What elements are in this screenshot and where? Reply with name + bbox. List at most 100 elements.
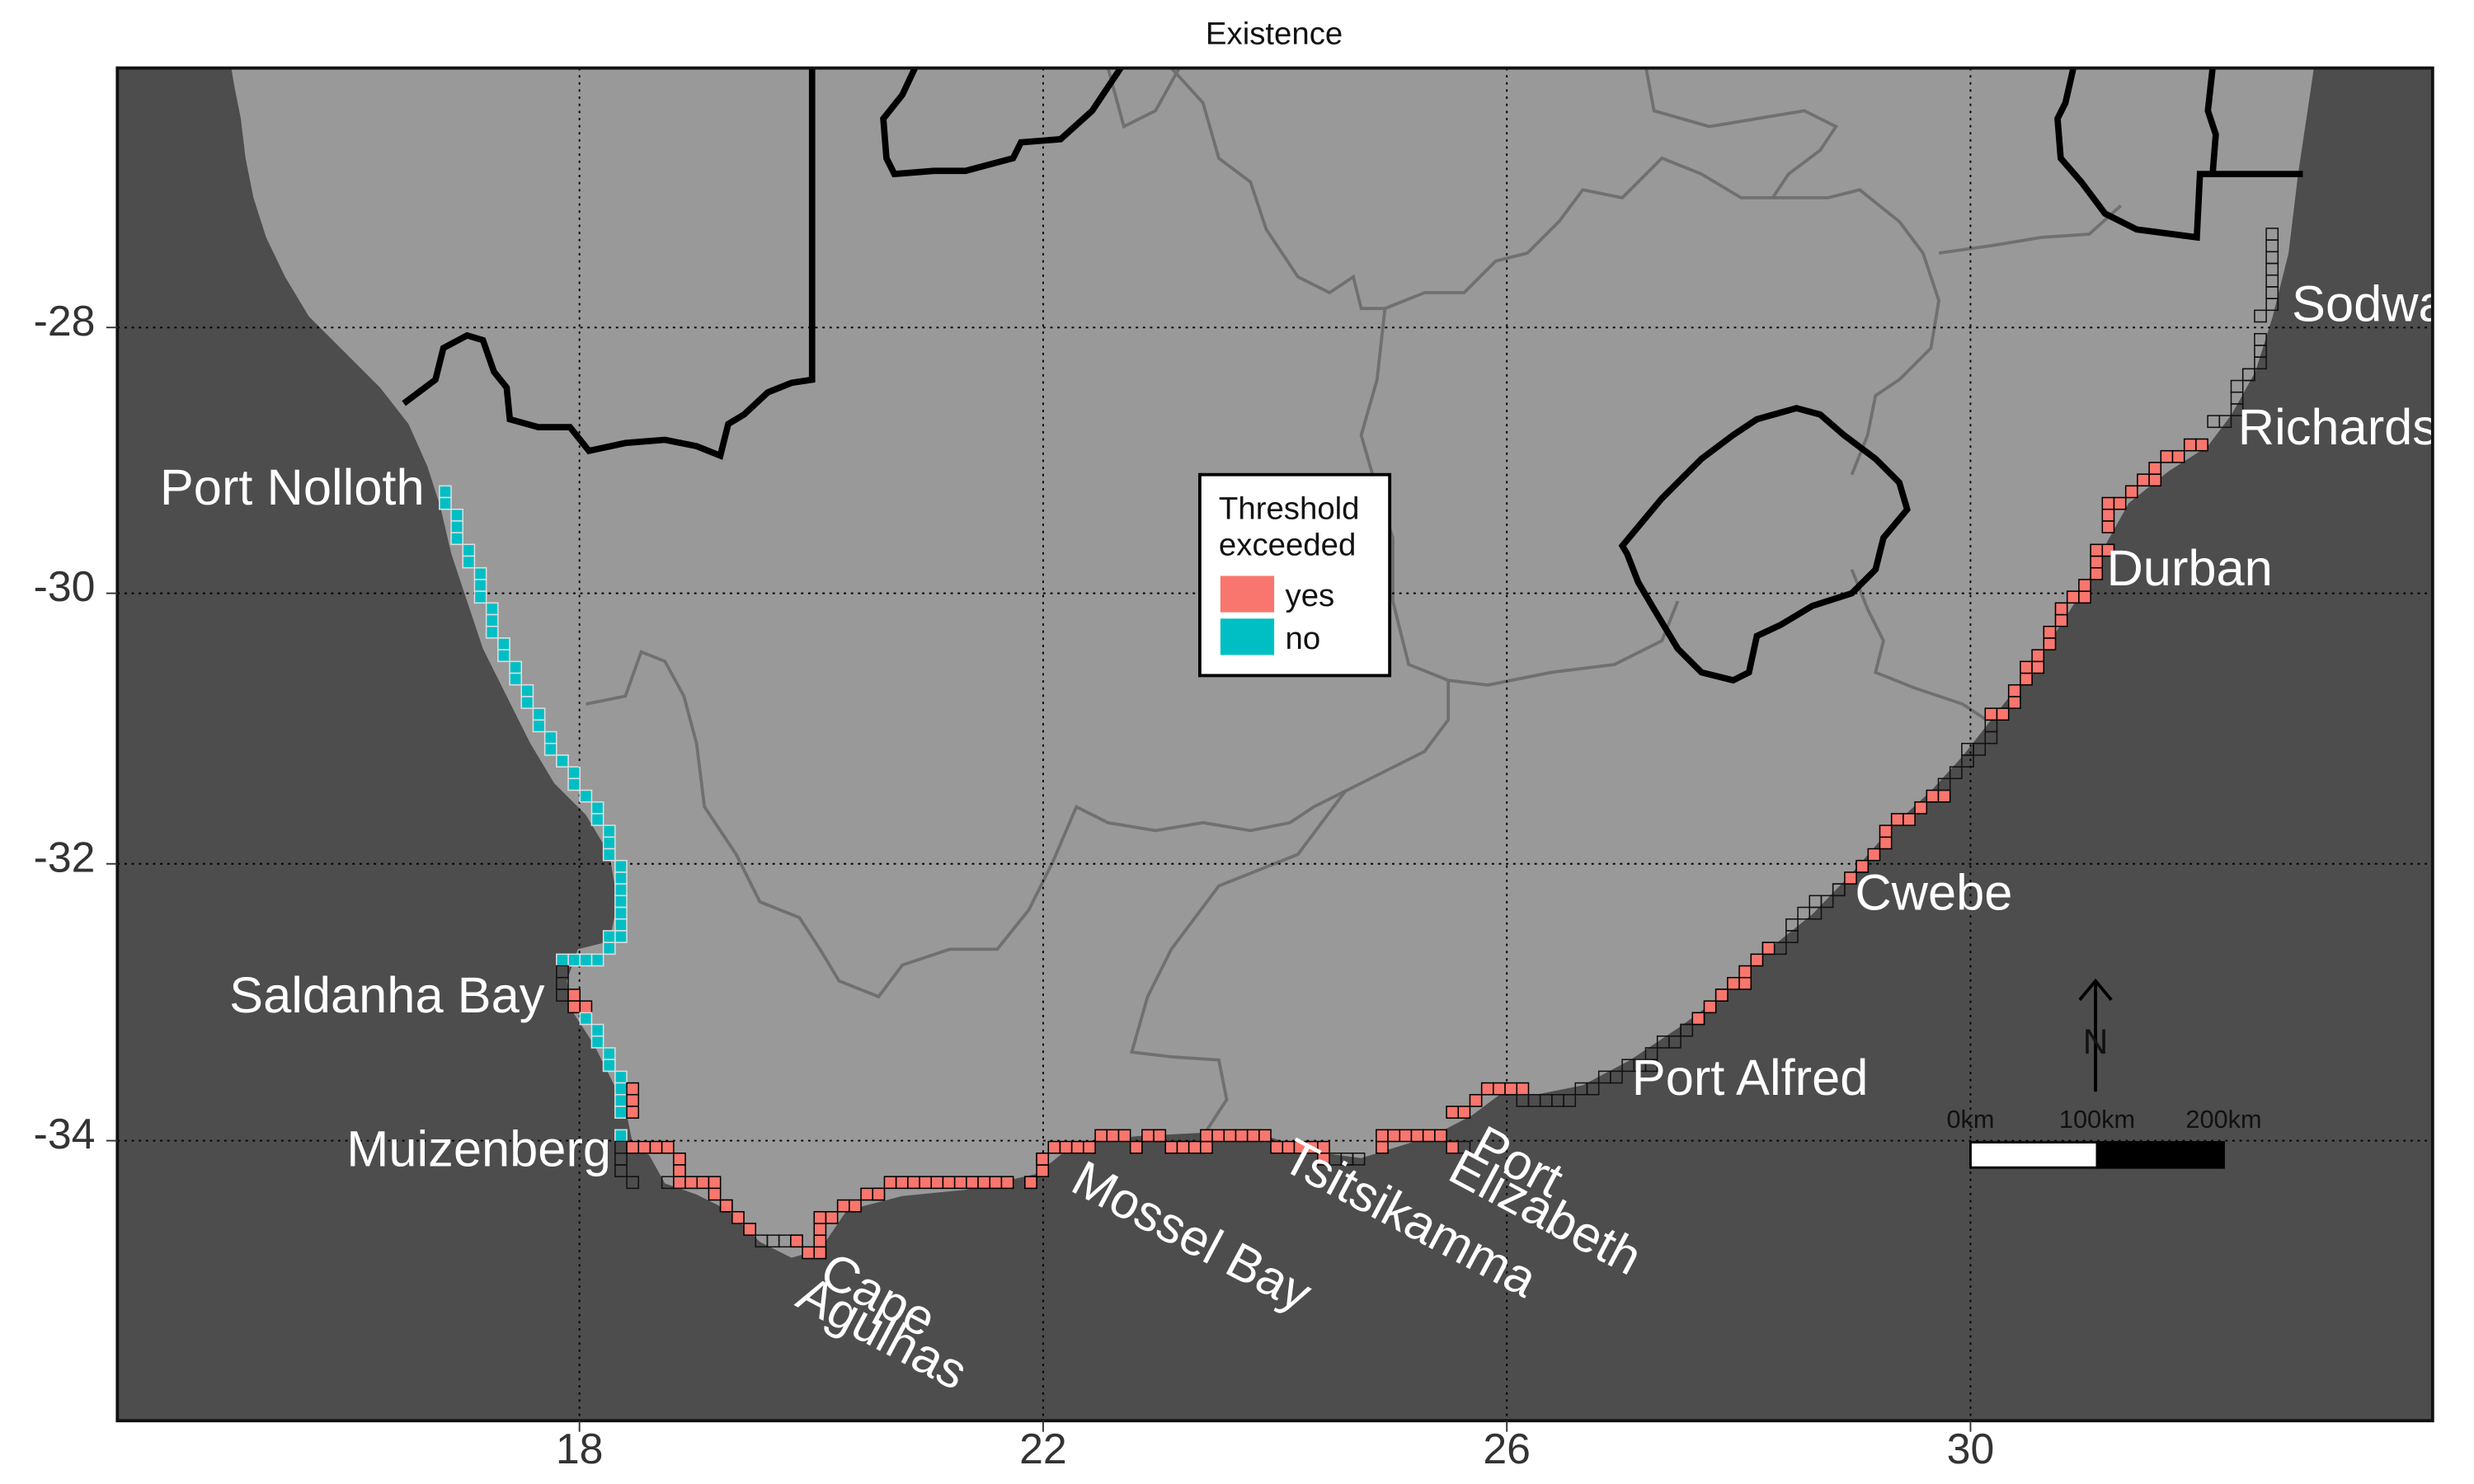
label-port-alfred: Port Alfred xyxy=(1632,1050,1869,1106)
grid-cell xyxy=(2254,309,2267,323)
grid-cell xyxy=(1153,1129,1167,1143)
grid-cell xyxy=(1024,1176,1037,1190)
grid-cell xyxy=(579,1000,593,1014)
grid-cell xyxy=(1188,1140,1202,1154)
grid-cell xyxy=(1563,1093,1577,1107)
grid-cell xyxy=(1211,1129,1225,1143)
map-title: Existence xyxy=(1206,16,1343,52)
label-durban: Durban xyxy=(2106,540,2272,597)
grid-cell xyxy=(1504,1082,1518,1096)
grid-cell xyxy=(2090,543,2104,557)
grid-cell xyxy=(1493,1082,1506,1096)
grid-cell xyxy=(1610,1070,1623,1084)
x-axis xyxy=(578,1421,1972,1432)
grid-cell xyxy=(1376,1129,1389,1143)
grid-cell xyxy=(579,1012,593,1026)
grid-cell xyxy=(2007,696,2021,709)
grid-cell xyxy=(1914,801,1928,815)
grid-cell xyxy=(1036,1152,1050,1166)
grid-cell xyxy=(1480,1082,1494,1096)
grid-cell xyxy=(684,1176,698,1190)
grid-cell xyxy=(556,754,569,768)
grid-cell xyxy=(1832,883,1846,897)
label-port-nolloth: Port Nolloth xyxy=(160,459,425,516)
north-arrow: N xyxy=(2078,978,2113,1092)
grid-cell xyxy=(439,496,452,510)
grid-cell xyxy=(473,579,487,592)
grid-cell xyxy=(872,1187,886,1201)
grid-cell xyxy=(1200,1129,1213,1143)
grid-cell xyxy=(673,1176,686,1190)
grid-cell xyxy=(1727,976,1740,990)
grid-cell xyxy=(1773,942,1787,956)
grid-cell xyxy=(1399,1129,1413,1143)
grid-cell xyxy=(883,1176,897,1190)
grid-cell xyxy=(614,895,628,909)
grid-cell xyxy=(2054,602,2068,616)
grid-cell xyxy=(1714,989,1729,1002)
grid-cell xyxy=(1844,871,1857,885)
grid-cell xyxy=(731,1210,745,1224)
grid-cell xyxy=(1516,1082,1530,1096)
grid-cell xyxy=(719,1199,733,1213)
grid-cell xyxy=(473,566,487,580)
grid-cell xyxy=(708,1176,722,1190)
grid-cell xyxy=(1586,1082,1600,1096)
grid-cell xyxy=(614,1106,628,1119)
grid-cell xyxy=(590,813,604,826)
grid-cell xyxy=(497,649,510,663)
grid-cell xyxy=(966,1176,979,1190)
scale-label-0km: 0km xyxy=(1946,1105,1994,1134)
grid-cell xyxy=(626,1082,640,1096)
grid-cell xyxy=(813,1210,827,1224)
grid-cell xyxy=(673,1152,686,1166)
grid-cell xyxy=(825,1210,839,1224)
grid-cell xyxy=(450,520,464,533)
grid-cell xyxy=(2007,683,2021,697)
legend-label-no: no xyxy=(1286,621,1321,656)
north-arrow-label: N xyxy=(2083,1022,2108,1061)
grid-cell xyxy=(532,707,546,721)
x-tick-label: 26 xyxy=(1483,1425,1531,1472)
grid-cell xyxy=(1176,1140,1190,1154)
grid-cell xyxy=(462,555,476,569)
grid-cell xyxy=(1457,1140,1471,1154)
grid-cell xyxy=(907,1176,920,1190)
grid-cell xyxy=(626,1106,640,1119)
grid-cell xyxy=(661,1140,675,1154)
label-richards-bay: Richards Bay xyxy=(2238,399,2474,456)
grid-cell xyxy=(626,1093,640,1107)
grid-cell xyxy=(1446,1106,1460,1119)
grid-cell xyxy=(614,1164,628,1177)
grid-cell xyxy=(2101,496,2115,510)
grid-cell xyxy=(790,1234,803,1248)
grid-cell xyxy=(1867,848,1881,862)
grid-cell xyxy=(2113,496,2127,510)
grid-cell xyxy=(1446,1140,1460,1154)
grid-cell xyxy=(1949,766,1963,780)
grid-cell xyxy=(543,742,557,756)
grid-cell xyxy=(2020,660,2033,674)
grid-cell xyxy=(1083,1140,1096,1154)
y-tick-label: -30 xyxy=(34,562,96,610)
grid-cell xyxy=(2254,332,2267,346)
legend-swatch-yes xyxy=(1220,575,1275,613)
grid-cell xyxy=(1223,1129,1237,1143)
grid-cell xyxy=(1106,1129,1120,1143)
grid-cell xyxy=(1996,707,2010,721)
grid-cell xyxy=(473,590,487,604)
grid-cell xyxy=(1761,942,1776,956)
grid-cell xyxy=(485,602,499,616)
grid-cell xyxy=(567,777,581,791)
grid-cell xyxy=(2101,508,2115,522)
grid-cell xyxy=(509,660,523,674)
grid-cell xyxy=(602,836,616,850)
grid-cell xyxy=(2241,368,2255,382)
grid-cell xyxy=(2101,543,2115,557)
grid-cell xyxy=(860,1187,874,1201)
grid-cell xyxy=(614,871,628,885)
grid-cell xyxy=(1680,1023,1694,1037)
grid-cell xyxy=(1410,1129,1424,1143)
grid-cell xyxy=(614,930,628,943)
grid-cell xyxy=(462,543,476,557)
